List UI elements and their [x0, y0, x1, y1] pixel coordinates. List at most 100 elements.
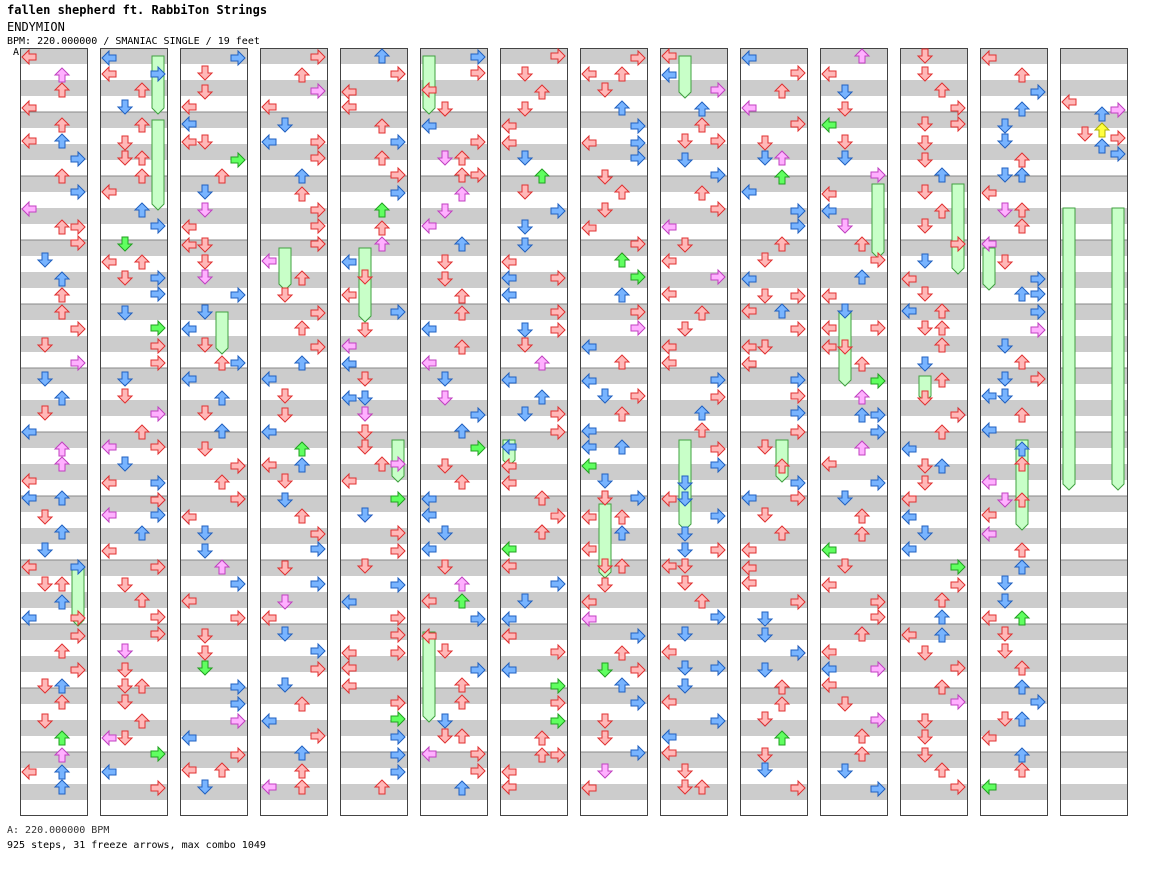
freeze-arrow	[982, 247, 996, 291]
column-border	[420, 48, 488, 816]
step-arrow	[661, 693, 677, 711]
step-arrow	[390, 576, 406, 594]
step-arrow	[421, 354, 437, 372]
step-arrow	[436, 150, 454, 166]
step-arrow	[516, 66, 534, 82]
step-arrow	[916, 475, 934, 491]
step-arrow	[581, 65, 597, 83]
step-arrow	[501, 457, 517, 475]
beat-band	[500, 144, 568, 160]
beat-band	[900, 496, 968, 512]
beat-band	[100, 80, 168, 96]
beat-band	[260, 560, 328, 576]
step-arrow	[356, 558, 374, 574]
beat-band	[820, 144, 888, 160]
step-arrow	[390, 626, 406, 644]
step-arrow	[756, 339, 774, 355]
beat-band	[100, 720, 168, 736]
step-arrow	[116, 730, 134, 746]
step-arrow	[613, 66, 631, 82]
beat-band	[420, 688, 488, 704]
beat-band	[500, 624, 568, 640]
step-arrow	[533, 524, 551, 540]
step-arrow	[261, 778, 277, 796]
step-arrow	[676, 542, 694, 558]
step-arrow	[70, 218, 86, 236]
beat-band	[180, 528, 248, 544]
beat-band	[420, 176, 488, 192]
step-arrow	[501, 610, 517, 628]
beat-band	[900, 432, 968, 448]
step-arrow	[181, 320, 197, 338]
beat-band	[1060, 560, 1128, 576]
step-arrow	[453, 728, 471, 744]
step-arrow	[933, 762, 951, 778]
step-arrow	[916, 458, 934, 474]
step-arrow	[101, 65, 117, 83]
step-arrow	[36, 542, 54, 558]
step-arrow	[1030, 303, 1046, 321]
step-arrow	[516, 219, 534, 235]
step-arrow	[710, 456, 726, 474]
step-arrow	[196, 304, 214, 320]
step-arrow	[470, 610, 486, 628]
beat-band	[740, 688, 808, 704]
step-arrow	[853, 440, 871, 456]
step-arrow	[596, 558, 614, 574]
step-arrow	[453, 694, 471, 710]
step-arrow	[501, 661, 517, 679]
step-arrow	[790, 404, 806, 422]
step-arrow	[933, 337, 951, 353]
step-arrow	[470, 64, 486, 82]
step-arrow	[916, 747, 934, 763]
beat-band	[500, 48, 568, 64]
step-arrow	[390, 65, 406, 83]
step-arrow	[756, 150, 774, 166]
step-arrow	[933, 609, 951, 625]
step-arrow	[36, 576, 54, 592]
step-arrow	[661, 643, 677, 661]
step-arrow	[293, 168, 311, 184]
step-arrow	[276, 117, 294, 133]
beat-band	[20, 432, 88, 448]
step-arrow	[741, 270, 757, 288]
step-arrow	[661, 557, 677, 575]
step-arrow	[933, 320, 951, 336]
beat-band	[420, 464, 488, 480]
step-arrow	[276, 287, 294, 303]
step-arrow	[70, 150, 86, 168]
step-arrow	[470, 745, 486, 763]
step-arrow	[661, 744, 677, 762]
step-arrow	[773, 83, 791, 99]
step-arrow	[790, 387, 806, 405]
step-arrow	[836, 134, 854, 150]
step-arrow	[116, 577, 134, 593]
step-arrow	[181, 370, 197, 388]
beat-band	[580, 592, 648, 608]
column-border	[820, 48, 888, 816]
step-arrow	[390, 644, 406, 662]
step-arrow	[373, 150, 391, 166]
step-arrow	[133, 202, 151, 218]
step-arrow	[933, 627, 951, 643]
step-arrow	[661, 354, 677, 372]
beat-band	[420, 624, 488, 640]
step-arrow	[453, 167, 471, 183]
step-arrow	[356, 439, 374, 455]
step-arrow	[310, 149, 326, 167]
step-arrow	[116, 270, 134, 286]
step-arrow	[501, 627, 517, 645]
step-arrow	[676, 626, 694, 642]
step-arrow	[630, 303, 646, 321]
step-arrow	[53, 764, 71, 780]
step-arrow	[390, 133, 406, 151]
step-arrow	[676, 152, 694, 168]
step-arrow	[101, 506, 117, 524]
freeze-arrow	[215, 311, 229, 355]
step-arrow	[773, 679, 791, 695]
freeze-arrow	[278, 247, 292, 291]
beat-band	[1060, 496, 1128, 512]
beat-band	[420, 560, 488, 576]
step-arrow	[581, 134, 597, 152]
step-arrow	[470, 661, 486, 679]
